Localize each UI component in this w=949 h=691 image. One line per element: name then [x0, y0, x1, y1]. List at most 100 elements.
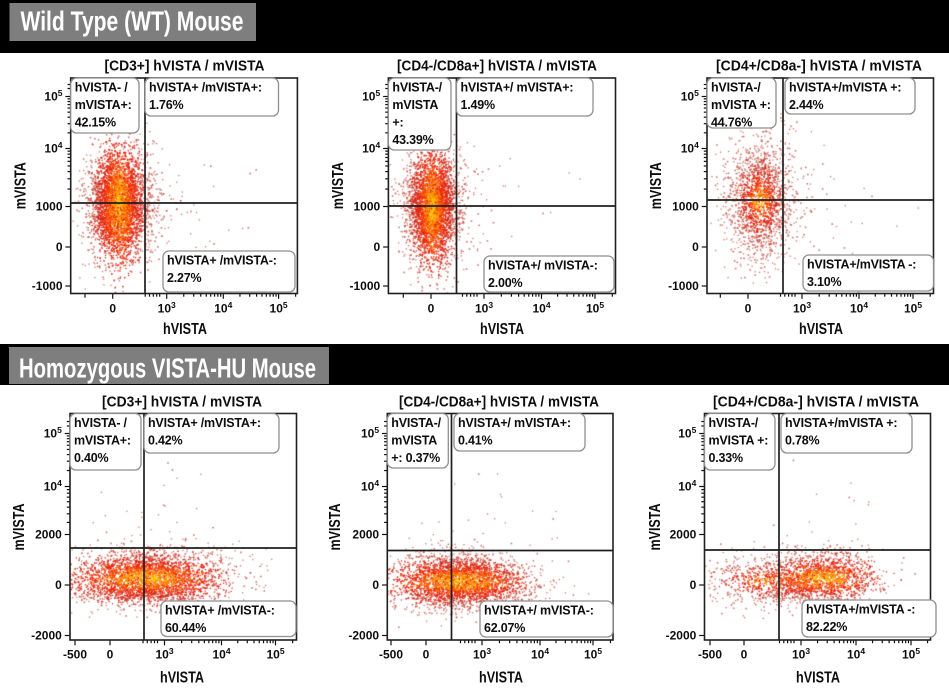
svg-text:0.41%: 0.41%	[458, 434, 493, 448]
svg-text:mVISTA: mVISTA	[330, 162, 347, 209]
svg-text:1000: 1000	[353, 200, 380, 214]
svg-text:+:: +:	[392, 116, 403, 130]
svg-text:mVISTA: mVISTA	[13, 162, 30, 209]
svg-text:-500: -500	[63, 648, 87, 662]
svg-text:105: 105	[584, 646, 602, 662]
svg-text:103: 103	[475, 300, 493, 316]
svg-text:82.22%: 82.22%	[806, 620, 847, 634]
svg-text:hVISTA-/: hVISTA-/	[711, 81, 761, 95]
svg-text:0: 0	[428, 302, 435, 316]
svg-text:0: 0	[107, 648, 114, 662]
svg-text:-1000: -1000	[668, 279, 699, 293]
svg-text:62.07%: 62.07%	[484, 621, 525, 635]
svg-text:0: 0	[741, 648, 748, 662]
svg-text:hVISTA-/: hVISTA-/	[392, 81, 442, 95]
svg-text:-2000: -2000	[31, 629, 62, 643]
svg-text:hVISTA- /: hVISTA- /	[75, 81, 129, 95]
svg-text:2000: 2000	[670, 528, 697, 542]
svg-text:0: 0	[109, 302, 116, 316]
svg-text:42.15%: 42.15%	[75, 116, 116, 130]
svg-text:hVISTA+ /mVISTA-:: hVISTA+ /mVISTA-:	[165, 604, 275, 618]
svg-text:0: 0	[374, 240, 381, 254]
svg-text:hVISTA: hVISTA	[479, 670, 523, 687]
svg-text:0.78%: 0.78%	[785, 434, 820, 448]
svg-text:[CD4+/CD8a-] hVISTA / mVISTA: [CD4+/CD8a-] hVISTA / mVISTA	[716, 58, 922, 75]
svg-text:0: 0	[690, 578, 697, 592]
svg-text:[CD4-/CD8a+] hVISTA / mVISTA: [CD4-/CD8a+] hVISTA / mVISTA	[397, 58, 597, 75]
svg-text:hVISTA+/ mVISTA-:: hVISTA+/ mVISTA-:	[484, 604, 594, 618]
svg-text:105: 105	[681, 88, 699, 104]
svg-text:hVISTA+/ mVISTA+:: hVISTA+/ mVISTA+:	[461, 81, 574, 95]
svg-text:mVISTA+:: mVISTA+:	[75, 98, 132, 112]
svg-text:103: 103	[792, 646, 810, 662]
svg-text:hVISTA: hVISTA	[796, 670, 840, 687]
svg-text:[CD4+/CD8a-] hVISTA / mVISTA: [CD4+/CD8a-] hVISTA / mVISTA	[713, 394, 919, 411]
svg-text:[CD3+] hVISTA / mVISTA: [CD3+] hVISTA / mVISTA	[105, 58, 265, 75]
svg-text:-1000: -1000	[349, 279, 380, 293]
svg-text:hVISTA: hVISTA	[480, 321, 524, 338]
svg-text:104: 104	[361, 478, 379, 494]
svg-text:103: 103	[155, 646, 173, 662]
svg-text:105: 105	[44, 88, 62, 104]
svg-text:105: 105	[362, 88, 380, 104]
svg-text:hVISTA: hVISTA	[799, 321, 843, 338]
svg-text:104: 104	[678, 478, 696, 494]
svg-text:103: 103	[473, 646, 491, 662]
svg-text:hVISTA+/mVISTA +:: hVISTA+/mVISTA +:	[789, 81, 901, 95]
svg-text:hVISTA+/mVISTA -:: hVISTA+/mVISTA -:	[806, 603, 915, 617]
svg-text:0.33%: 0.33%	[709, 451, 744, 465]
svg-text:hVISTA+ /mVISTA-:: hVISTA+ /mVISTA-:	[167, 254, 277, 268]
svg-text:1000: 1000	[36, 200, 63, 214]
svg-text:-2000: -2000	[348, 629, 379, 643]
svg-text:2.44%: 2.44%	[789, 98, 824, 112]
svg-text:105: 105	[586, 300, 604, 316]
svg-text:2000: 2000	[352, 528, 379, 542]
svg-text:105: 105	[904, 300, 922, 316]
svg-text:hVISTA+ /mVISTA+:: hVISTA+ /mVISTA+:	[148, 416, 261, 430]
svg-text:hVISTA+/ mVISTA+:: hVISTA+/ mVISTA+:	[458, 416, 571, 430]
svg-text:60.44%: 60.44%	[165, 621, 206, 635]
svg-text:0: 0	[55, 578, 62, 592]
svg-text:mVISTA+:: mVISTA+:	[74, 434, 131, 448]
svg-text:mVISTA +:: mVISTA +:	[711, 98, 771, 112]
svg-text:hVISTA-/: hVISTA-/	[391, 416, 441, 430]
svg-text:-500: -500	[379, 648, 403, 662]
svg-text:44.76%: 44.76%	[711, 116, 752, 130]
svg-text:105: 105	[678, 425, 696, 441]
svg-text:103: 103	[158, 300, 176, 316]
svg-text:mVISTA: mVISTA	[647, 503, 664, 550]
svg-text:0.42%: 0.42%	[148, 434, 183, 448]
svg-text:105: 105	[270, 300, 288, 316]
svg-text:104: 104	[44, 478, 62, 494]
svg-text:-500: -500	[698, 648, 722, 662]
svg-text:0.40%: 0.40%	[74, 451, 109, 465]
svg-text:2.27%: 2.27%	[167, 271, 202, 285]
svg-text:43.39%: 43.39%	[392, 133, 433, 147]
svg-text:hVISTA+/ mVISTA-:: hVISTA+/ mVISTA-:	[488, 259, 598, 273]
svg-text:103: 103	[793, 300, 811, 316]
svg-text:0: 0	[745, 302, 752, 316]
svg-text:mVISTA: mVISTA	[392, 98, 438, 112]
svg-text:104: 104	[847, 646, 865, 662]
svg-text:hVISTA- /: hVISTA- /	[74, 416, 128, 430]
svg-text:2.00%: 2.00%	[488, 276, 523, 290]
svg-text:104: 104	[212, 646, 230, 662]
svg-text:105: 105	[361, 425, 379, 441]
svg-text:105: 105	[902, 646, 920, 662]
svg-text:Homozygous VISTA-HU Mouse: Homozygous VISTA-HU Mouse	[19, 353, 316, 384]
svg-text:hVISTA+ /mVISTA+:: hVISTA+ /mVISTA+:	[149, 81, 262, 95]
svg-text:-1000: -1000	[32, 279, 63, 293]
svg-text:1.76%: 1.76%	[149, 98, 184, 112]
svg-text:-2000: -2000	[666, 629, 697, 643]
svg-text:[CD4-/CD8a+] hVISTA / mVISTA: [CD4-/CD8a+] hVISTA / mVISTA	[399, 394, 599, 411]
svg-text:1000: 1000	[672, 200, 699, 214]
svg-text:104: 104	[531, 646, 549, 662]
svg-text:0: 0	[56, 240, 63, 254]
svg-text:1.49%: 1.49%	[461, 98, 496, 112]
svg-text:Wild Type (WT) Mouse: Wild Type (WT) Mouse	[21, 6, 244, 37]
svg-text:mVISTA: mVISTA	[648, 162, 665, 209]
svg-text:104: 104	[44, 140, 62, 156]
svg-text:2000: 2000	[35, 528, 62, 542]
svg-text:105: 105	[266, 646, 284, 662]
svg-text:3.10%: 3.10%	[807, 275, 842, 289]
